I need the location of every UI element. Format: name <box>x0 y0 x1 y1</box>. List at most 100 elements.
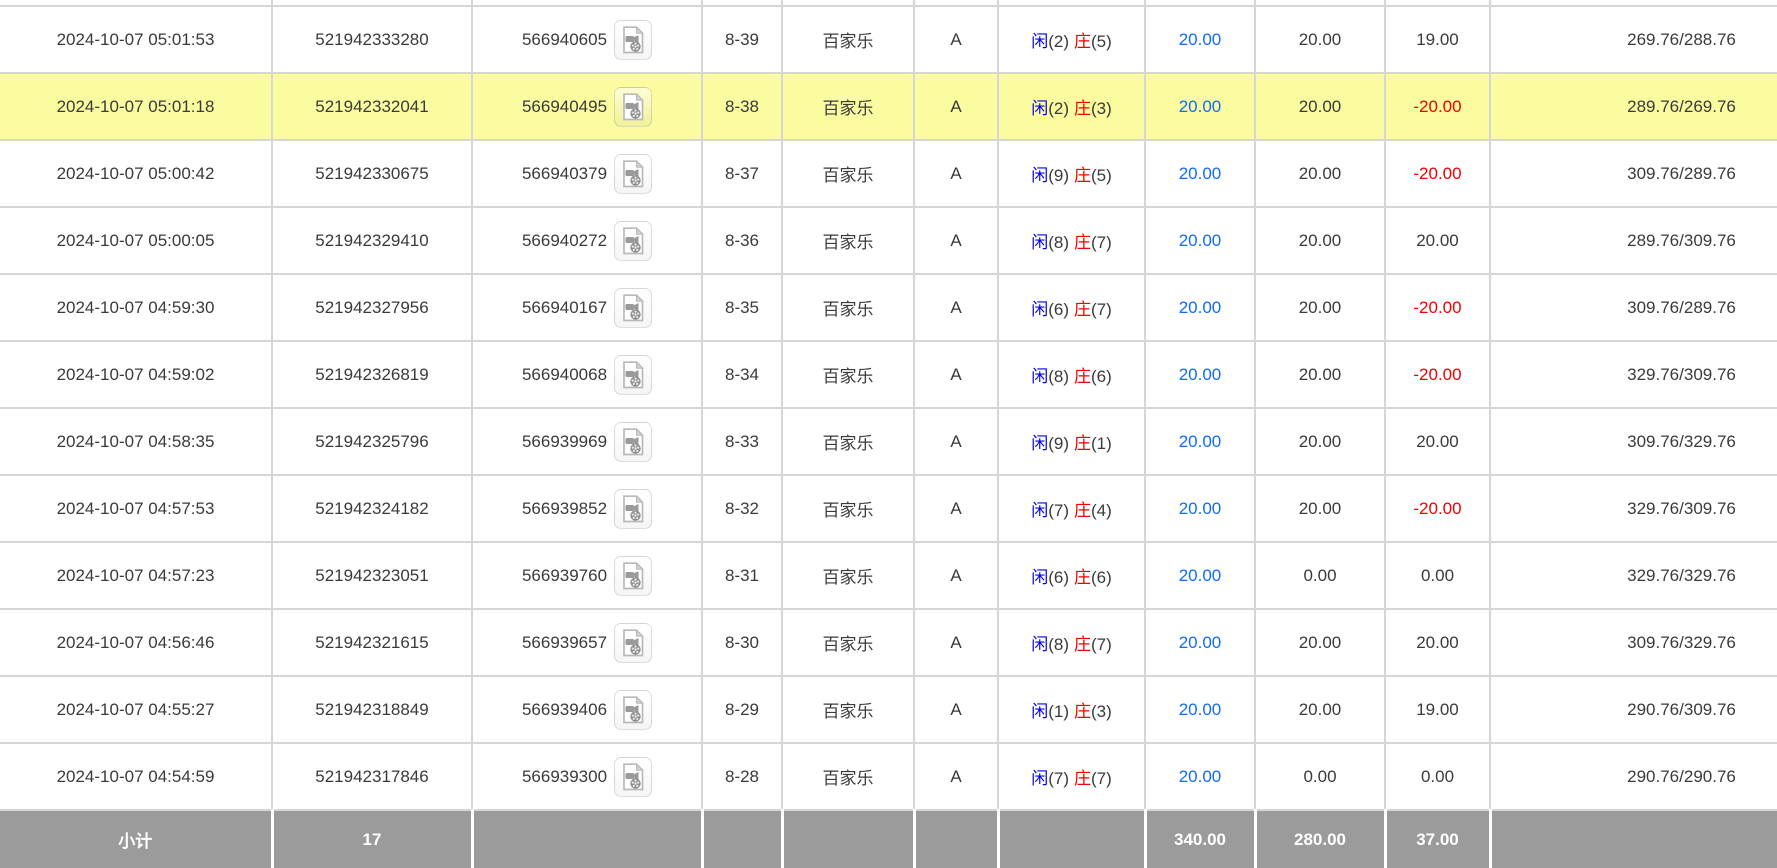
cell-game-type: 百家乐 <box>781 742 915 811</box>
video-replay-button[interactable] <box>614 86 653 127</box>
bet-amount-link[interactable]: 20.00 <box>1178 632 1222 652</box>
result-player-label: 闲 <box>1031 702 1049 721</box>
video-replay-button[interactable] <box>614 19 653 60</box>
bet-amount-link[interactable]: 20.00 <box>1178 766 1222 786</box>
video-replay-button[interactable] <box>614 354 653 395</box>
game-id-wrapper: 566940167 <box>474 287 700 328</box>
game-id-wrapper: 566939852 <box>474 488 700 529</box>
cell-table: A <box>913 541 999 610</box>
video-replay-button[interactable] <box>614 287 653 328</box>
result-banker-score: (3) <box>1091 702 1112 721</box>
table-row[interactable]: 2024-10-07 04:57:53 521942324182 5669398… <box>0 474 1777 543</box>
result-banker-label: 庄 <box>1074 501 1091 520</box>
bet-amount-link[interactable]: 20.00 <box>1178 163 1222 183</box>
cell-balance: 309.76/289.76 <box>1489 139 1777 208</box>
video-document-icon <box>623 226 644 254</box>
cell-valid-amount: 20.00 <box>1254 608 1386 677</box>
table-row[interactable]: 2024-10-07 04:55:27 521942318849 5669394… <box>0 675 1777 744</box>
game-id-wrapper: 566939760 <box>474 555 700 596</box>
video-replay-button[interactable] <box>614 756 653 797</box>
video-replay-button[interactable] <box>614 220 653 261</box>
result-player-label: 闲 <box>1031 300 1049 319</box>
cell-balance: 329.76/309.76 <box>1489 340 1777 409</box>
table-row[interactable]: 2024-10-07 05:01:18 521942332041 5669404… <box>0 72 1777 141</box>
cell-game-id: 566939406 <box>471 675 703 744</box>
game-id-wrapper: 566940605 <box>474 19 700 60</box>
result-banker-label: 庄 <box>1074 367 1091 386</box>
table-row[interactable]: 2024-10-07 05:00:42 521942330675 5669403… <box>0 139 1777 208</box>
cell-time: 2024-10-07 05:01:53 <box>0 5 273 74</box>
game-id-text: 566939969 <box>521 431 608 451</box>
bet-amount-link[interactable]: 20.00 <box>1178 230 1222 250</box>
cell-win-loss: 20.00 <box>1384 407 1491 476</box>
bet-amount-link[interactable]: 20.00 <box>1178 565 1222 585</box>
bet-amount-link[interactable]: 20.00 <box>1178 498 1222 518</box>
bet-amount-link[interactable]: 20.00 <box>1178 699 1222 719</box>
bet-amount-link[interactable]: 20.00 <box>1178 431 1222 451</box>
cell-round: 8-37 <box>701 139 783 208</box>
video-replay-button[interactable] <box>614 421 653 462</box>
result-player-label: 闲 <box>1031 367 1049 386</box>
result-banker-label: 庄 <box>1074 434 1091 453</box>
subtotal-row: 小计 17 340.00 280.00 37.00 <box>0 809 1777 868</box>
cell-time: 2024-10-07 04:58:35 <box>0 407 273 476</box>
cell-game-type: 百家乐 <box>781 206 915 275</box>
video-replay-button[interactable] <box>614 622 653 663</box>
cell-table: A <box>913 675 999 744</box>
cell-time: 2024-10-07 05:01:18 <box>0 72 273 141</box>
cell-win-loss: -20.00 <box>1384 72 1491 141</box>
video-document-icon <box>623 293 644 321</box>
cell-game-id: 566939657 <box>471 608 703 677</box>
table-row[interactable]: 2024-10-07 04:59:30 521942327956 5669401… <box>0 273 1777 342</box>
video-replay-button[interactable] <box>614 555 653 596</box>
bet-amount-link[interactable]: 20.00 <box>1178 364 1222 384</box>
cell-bet-id: 521942321615 <box>271 608 473 677</box>
cell-game-type: 百家乐 <box>781 608 915 677</box>
game-id-wrapper: 566939300 <box>474 756 700 797</box>
game-id-text: 566939300 <box>521 766 608 786</box>
cell-game-type: 百家乐 <box>781 139 915 208</box>
cell-bet-id: 521942324182 <box>271 474 473 543</box>
table-row[interactable]: 2024-10-07 05:00:05 521942329410 5669402… <box>0 206 1777 275</box>
result-player-label: 闲 <box>1031 32 1049 51</box>
game-id-wrapper: 566940495 <box>474 86 700 127</box>
cell-time: 2024-10-07 04:55:27 <box>0 675 273 744</box>
game-id-text: 566939406 <box>521 699 608 719</box>
cell-bet-id: 521942317846 <box>271 742 473 811</box>
table-row[interactable]: 2024-10-07 04:54:59 521942317846 5669393… <box>0 742 1777 811</box>
cell-game-type: 百家乐 <box>781 474 915 543</box>
table-row[interactable]: 2024-10-07 04:58:35 521942325796 5669399… <box>0 407 1777 476</box>
video-replay-button[interactable] <box>614 488 653 529</box>
cell-bet-amount: 20.00 <box>1144 608 1256 677</box>
result-player-label: 闲 <box>1031 166 1049 185</box>
subtotal-win-total: 37.00 <box>1383 809 1490 868</box>
cell-bet-amount: 20.00 <box>1144 72 1256 141</box>
table-row[interactable]: 2024-10-07 04:57:23 521942323051 5669397… <box>0 541 1777 610</box>
bet-amount-link[interactable]: 20.00 <box>1178 297 1222 317</box>
cell-round: 8-31 <box>701 541 783 610</box>
cell-result: 闲(6) 庄(6) <box>997 541 1146 610</box>
cell-result: 闲(9) 庄(1) <box>997 407 1146 476</box>
result-player-label: 闲 <box>1031 233 1049 252</box>
cell-win-loss: 20.00 <box>1384 206 1491 275</box>
cell-win-loss: -20.00 <box>1384 340 1491 409</box>
bet-amount-link[interactable]: 20.00 <box>1178 96 1222 116</box>
video-document-icon <box>623 159 644 187</box>
video-replay-button[interactable] <box>614 689 653 730</box>
cell-game-id: 566940272 <box>471 206 703 275</box>
bet-amount-link[interactable]: 20.00 <box>1178 29 1222 49</box>
video-document-icon <box>623 360 644 388</box>
result-banker-score: (5) <box>1091 32 1112 51</box>
cell-result: 闲(9) 庄(5) <box>997 139 1146 208</box>
table-row[interactable]: 2024-10-07 05:01:53 521942333280 5669406… <box>0 5 1777 74</box>
table-row[interactable]: 2024-10-07 04:56:46 521942321615 5669396… <box>0 608 1777 677</box>
table-row[interactable]: 2024-10-07 04:59:02 521942326819 5669400… <box>0 340 1777 409</box>
video-replay-button[interactable] <box>614 153 653 194</box>
cell-game-type: 百家乐 <box>781 541 915 610</box>
game-id-text: 566940379 <box>521 163 608 183</box>
game-id-wrapper: 566939969 <box>474 421 700 462</box>
game-id-text: 566940068 <box>521 364 608 384</box>
cell-round: 8-34 <box>701 340 783 409</box>
video-document-icon <box>623 494 644 522</box>
result-banker-label: 庄 <box>1074 99 1091 118</box>
